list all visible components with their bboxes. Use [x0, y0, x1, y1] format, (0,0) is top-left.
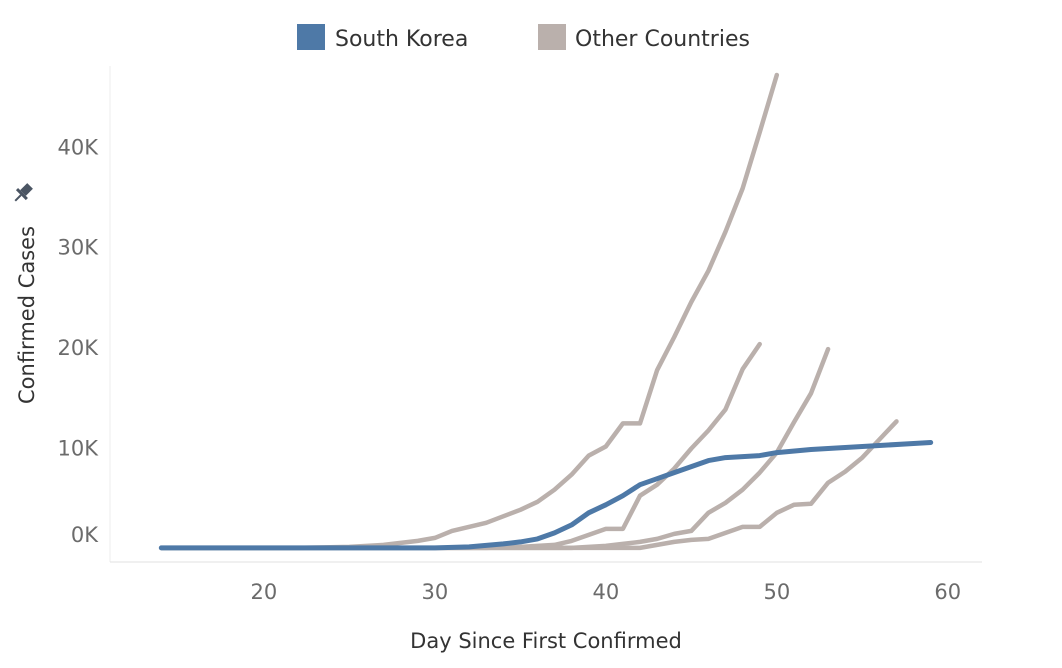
pin-icon[interactable] — [10, 181, 35, 206]
y-tick-label: 20K — [58, 336, 100, 360]
x-axis-title: Day Since First Confirmed — [410, 629, 682, 653]
x-tick-label: 60 — [934, 580, 961, 604]
y-tick-label: 40K — [58, 135, 100, 159]
legend-swatch-0 — [297, 24, 325, 50]
y-axis-title: Confirmed Cases — [15, 226, 39, 404]
legend-label-0: South Korea — [335, 27, 468, 52]
legend-swatch-1 — [538, 24, 566, 50]
x-tick-label: 40 — [592, 580, 619, 604]
x-tick-label: 50 — [763, 580, 790, 604]
legend-item-1[interactable]: Other Countries — [538, 24, 750, 52]
legend-label-1: Other Countries — [575, 27, 750, 52]
legend-item-0[interactable]: South Korea — [297, 24, 468, 52]
series-line-other-country-3[interactable] — [159, 419, 899, 551]
series-line-other-country-1[interactable] — [159, 341, 762, 551]
y-tick-label: 10K — [58, 437, 100, 461]
legend[interactable]: South Korea Other Countries — [297, 24, 750, 52]
x-tick-label: 20 — [251, 580, 278, 604]
series-line-south-korea[interactable] — [158, 440, 934, 551]
x-axis-ticks: 20 30 40 50 60 — [251, 580, 962, 604]
series-line-other-country-2[interactable] — [159, 346, 831, 551]
y-tick-label: 30K — [58, 236, 100, 260]
series-line-other-country-0[interactable] — [159, 72, 780, 551]
plot-lines — [158, 72, 934, 551]
y-axis-ticks: 0K 10K 20K 30K 40K — [58, 135, 100, 547]
y-axis-title-group: Confirmed Cases — [10, 181, 39, 404]
x-tick-label: 30 — [421, 580, 448, 604]
y-tick-label: 0K — [71, 523, 99, 547]
